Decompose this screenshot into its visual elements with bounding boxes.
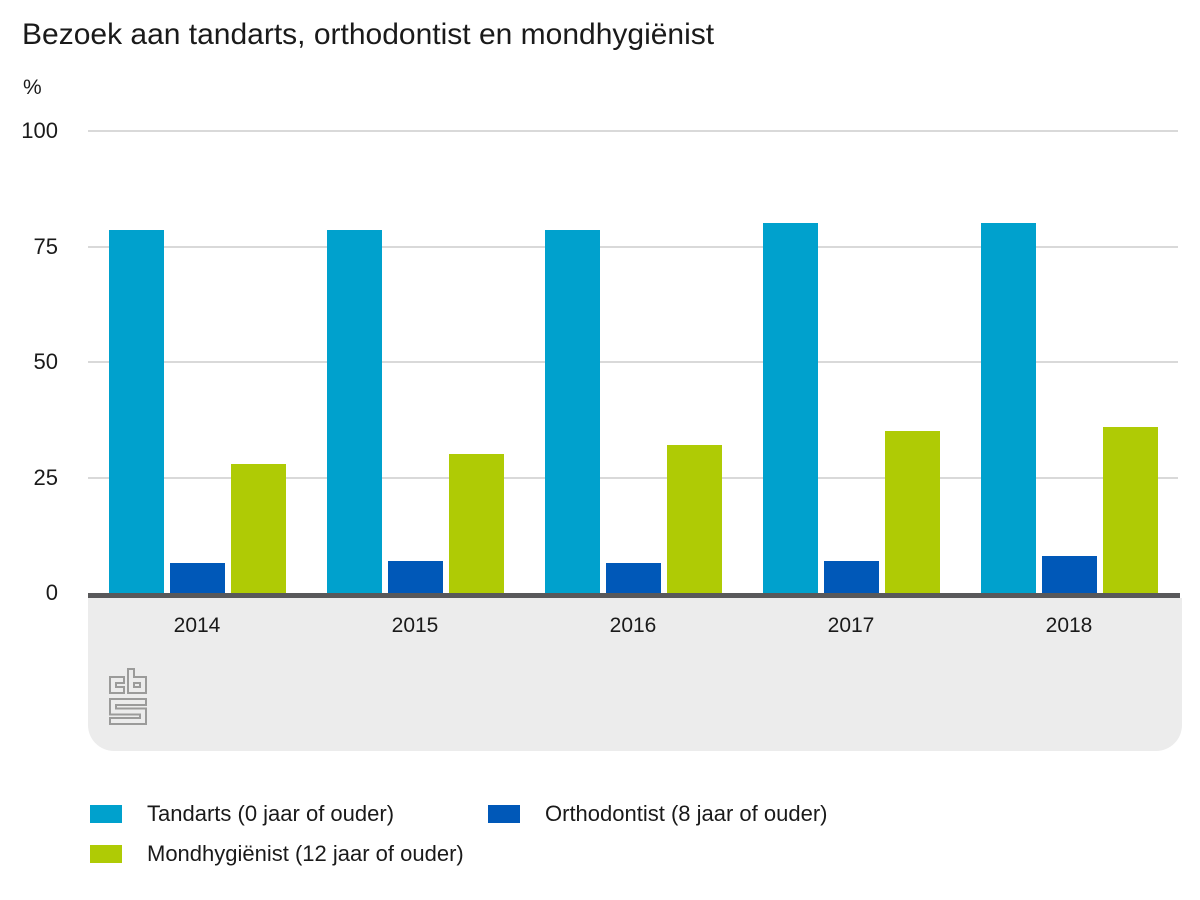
gridline-50 <box>88 361 1178 363</box>
bar-orthodontist-2016[interactable] <box>605 563 661 593</box>
x-tick-label-2016: 2016 <box>609 614 657 637</box>
gridline-25 <box>88 476 1178 479</box>
legend-item-orthodontist[interactable]: Orthodontist (8 jaar of ouder) <box>488 801 828 826</box>
legend-label-tandarts: Tandarts (0 jaar of ouder) <box>147 801 395 826</box>
bar-tandarts-2018[interactable] <box>980 223 1036 593</box>
legend-swatch-tandarts <box>90 805 122 823</box>
x-tick-label-2015: 2015 <box>391 614 439 637</box>
bar-mondhygiënist-2014[interactable] <box>230 463 286 593</box>
y-tick-label-75: 75 <box>33 233 58 259</box>
y-tick-label-50: 50 <box>33 349 58 374</box>
bar-tandarts-2014[interactable] <box>108 230 164 593</box>
plot-area <box>88 130 1178 593</box>
chart-title: Bezoek aan tandarts, orthodontist en mon… <box>22 18 715 51</box>
bar-mondhygiënist-2018[interactable] <box>1102 426 1158 593</box>
y-tick-label-100: 100 <box>21 118 58 143</box>
x-tick-label-2017: 2017 <box>827 614 875 637</box>
gridline-75 <box>88 245 1178 248</box>
bar-orthodontist-2017[interactable] <box>823 560 879 593</box>
bar-tandarts-2016[interactable] <box>544 230 600 593</box>
bar-orthodontist-2018[interactable] <box>1041 556 1097 593</box>
x-tick-label-2014: 2014 <box>173 614 221 637</box>
bar-orthodontist-2014[interactable] <box>169 563 225 593</box>
bar-mondhygiënist-2016[interactable] <box>666 445 722 593</box>
legend-item-mondhygienist[interactable]: Mondhygiënist (12 jaar of ouder) <box>90 841 464 866</box>
x-tick-label-2018: 2018 <box>1045 614 1093 637</box>
y-axis-unit-label: % <box>23 76 42 99</box>
gridline-100 <box>88 130 1178 132</box>
y-tick-label-0: 0 <box>45 580 58 605</box>
bar-orthodontist-2015[interactable] <box>387 560 443 593</box>
x-axis-band: 2014 2015 2016 2017 2018 <box>88 598 1182 751</box>
legend: Tandarts (0 jaar of ouder) Orthodontist … <box>0 798 1200 888</box>
cbs-logo-icon <box>109 668 147 725</box>
legend-label-mondhygienist: Mondhygiënist (12 jaar of ouder) <box>147 841 464 866</box>
legend-swatch-orthodontist <box>488 805 520 823</box>
y-axis: 0 25 50 75 100 <box>0 0 70 660</box>
bar-tandarts-2015[interactable] <box>326 230 382 593</box>
bar-mondhygiënist-2015[interactable] <box>448 454 504 593</box>
legend-swatch-mondhygienist <box>90 845 122 863</box>
legend-label-orthodontist: Orthodontist (8 jaar of ouder) <box>545 801 828 826</box>
cbs-logo <box>104 668 150 731</box>
bar-mondhygiënist-2017[interactable] <box>884 431 940 593</box>
x-axis-line <box>88 593 1180 598</box>
bar-tandarts-2017[interactable] <box>762 223 818 593</box>
y-tick-label-25: 25 <box>33 464 58 490</box>
legend-item-tandarts[interactable]: Tandarts (0 jaar of ouder) <box>90 801 395 826</box>
